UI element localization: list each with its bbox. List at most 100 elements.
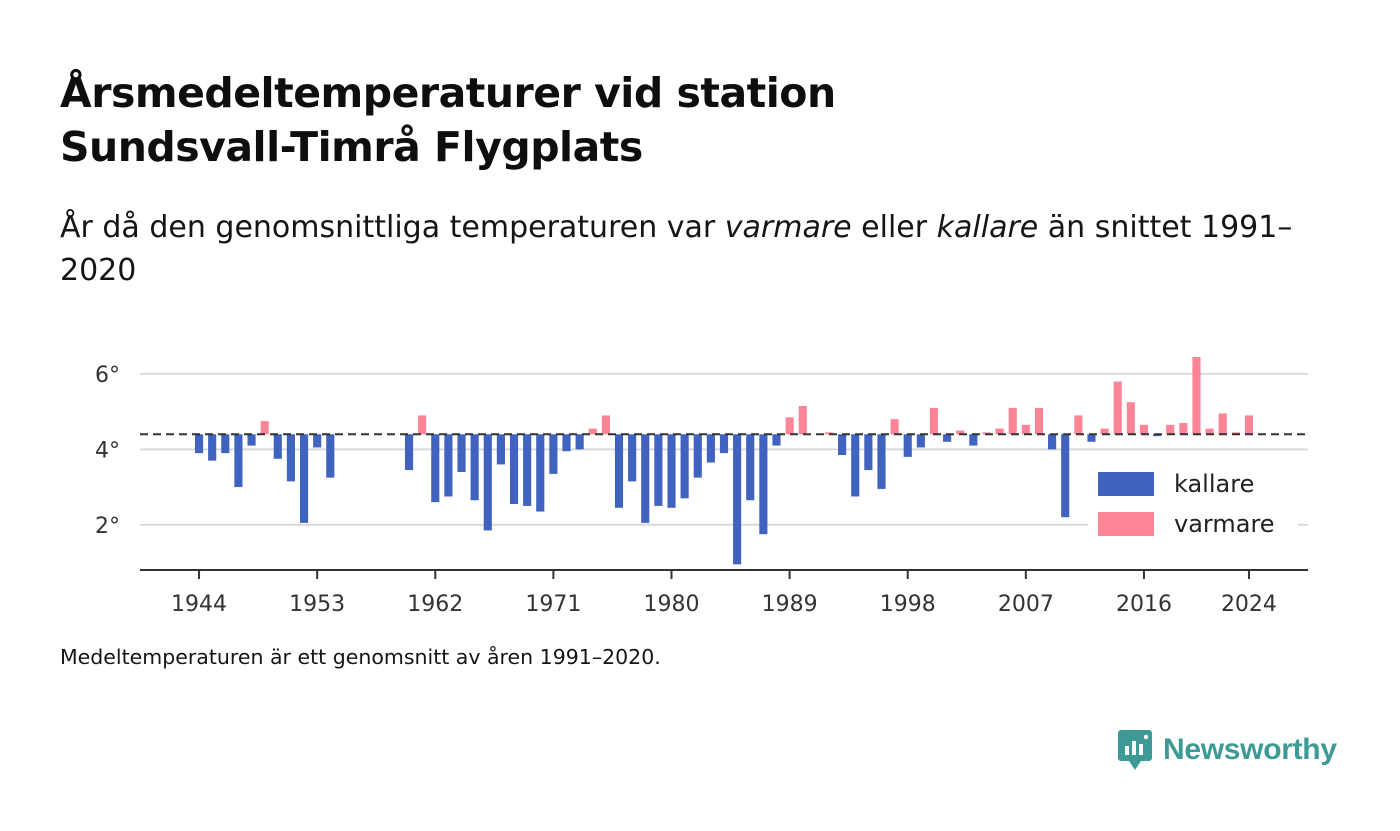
subtitle-warm-word: varmare <box>724 210 852 245</box>
bar-1948 <box>247 434 256 446</box>
bar-1971 <box>549 434 558 474</box>
bar-2012 <box>1087 434 1096 442</box>
bar-1969 <box>523 434 532 506</box>
bar-1974 <box>588 428 597 435</box>
bar-2021 <box>1205 428 1214 435</box>
y-axis-labels: 2° 4° 6° <box>95 363 120 539</box>
bar-1986 <box>746 434 755 501</box>
bar-2014 <box>1113 381 1122 435</box>
bar-1970 <box>536 434 545 512</box>
bar-1988 <box>772 434 781 446</box>
bar-2020 <box>1192 356 1201 435</box>
bar-2002 <box>956 430 965 435</box>
bars <box>194 356 1254 565</box>
bar-1978 <box>641 434 650 523</box>
y-tick-label: 4° <box>95 438 120 463</box>
bar-1982 <box>693 434 702 478</box>
bar-1975 <box>601 415 610 435</box>
bar-1998 <box>903 434 912 457</box>
bar-1980 <box>667 434 676 508</box>
bar-1950 <box>273 434 282 459</box>
bar-1989 <box>785 417 794 435</box>
bar-2005 <box>995 428 1004 435</box>
bar-1996 <box>877 434 886 489</box>
bar-1973 <box>575 434 584 450</box>
bar-2013 <box>1100 428 1109 435</box>
x-tick-label: 1962 <box>407 592 463 617</box>
bar-chart: 2° 4° 6° 1944 1953 1962 1971 1980 1989 1998 2007 2… <box>95 356 1308 617</box>
bar-1947 <box>234 434 243 488</box>
x-tick-label: 2016 <box>1116 592 1172 617</box>
bar-1952 <box>299 434 309 523</box>
newsworthy-logo: Newsworthy <box>1117 728 1337 772</box>
bar-1994 <box>851 434 860 497</box>
bar-1949 <box>260 421 269 435</box>
x-tick-label: 1971 <box>525 592 581 617</box>
bar-1967 <box>496 434 505 465</box>
bar-2010 <box>1061 434 1070 518</box>
bar-1963 <box>444 434 453 497</box>
brand-name: Newsworthy <box>1163 733 1337 766</box>
subtitle-cold-word: kallare <box>936 210 1039 245</box>
x-axis: 1944 1953 1962 1971 1980 1989 1998 2007 2016 2024 <box>140 569 1308 617</box>
x-tick-label: 1989 <box>762 592 818 617</box>
bar-2007 <box>1021 424 1030 435</box>
x-tick-label: 1980 <box>644 592 700 617</box>
bar-2001 <box>943 434 952 442</box>
x-tick-label: 2024 <box>1221 592 1277 617</box>
legend-swatch-varmare <box>1098 512 1154 536</box>
bar-1979 <box>654 434 663 506</box>
bar-1960 <box>404 434 414 471</box>
bar-1985 <box>733 434 742 565</box>
newsworthy-icon <box>1118 730 1152 770</box>
title-line-1: Årsmedeltemperaturer vid station <box>60 69 836 117</box>
y-tick-label: 6° <box>95 363 120 388</box>
legend: kallare varmare <box>1088 462 1298 546</box>
x-tick-label: 2007 <box>998 592 1054 617</box>
legend-label-kallare: kallare <box>1174 470 1254 498</box>
bar-2016 <box>1139 424 1149 435</box>
bar-1944 <box>194 434 204 454</box>
bar-1983 <box>706 434 715 463</box>
bar-2019 <box>1179 422 1188 435</box>
bar-2000 <box>929 407 939 435</box>
bar-1962 <box>431 434 440 503</box>
bar-1993 <box>838 434 847 455</box>
bar-1992 <box>824 432 834 435</box>
bar-1953 <box>313 434 322 448</box>
bar-1966 <box>483 434 492 531</box>
y-tick-label: 2° <box>95 514 120 539</box>
bar-1977 <box>628 434 637 482</box>
subtitle-post: än snittet 1991–2020 <box>60 210 1293 288</box>
bar-1999 <box>916 434 925 448</box>
bar-2018 <box>1166 424 1175 435</box>
bar-1945 <box>208 434 217 461</box>
bar-2008 <box>1034 407 1044 435</box>
x-tick-label: 1953 <box>289 592 345 617</box>
bar-1990 <box>798 405 807 435</box>
bar-1997 <box>890 419 899 435</box>
bar-2011 <box>1074 415 1083 435</box>
bar-1946 <box>221 434 230 454</box>
bar-1965 <box>470 434 479 501</box>
bar-1972 <box>562 434 571 452</box>
legend-label-varmare: varmare <box>1174 510 1275 538</box>
chart-subtitle: År då den genomsnittliga temperaturen va… <box>60 206 1320 292</box>
bar-2003 <box>969 434 978 446</box>
bar-1968 <box>509 434 519 505</box>
bar-2024 <box>1244 415 1254 435</box>
bar-1954 <box>326 434 335 478</box>
footnote: Medeltemperaturen är ett genomsnitt av å… <box>60 645 661 669</box>
bar-1964 <box>457 434 466 472</box>
x-tick-label: 1944 <box>171 592 227 617</box>
chart-title: Årsmedeltemperaturer vid station Sundsva… <box>60 66 1060 174</box>
subtitle-mid: eller <box>851 210 937 245</box>
x-tick-label: 1998 <box>880 592 936 617</box>
bar-1995 <box>864 434 873 471</box>
title-line-2: Sundsvall-Timrå Flygplats <box>60 123 643 171</box>
bar-1961 <box>418 415 427 435</box>
bar-2009 <box>1048 434 1057 450</box>
bar-2015 <box>1126 402 1135 435</box>
bar-1981 <box>680 434 689 499</box>
bar-1984 <box>719 434 729 454</box>
